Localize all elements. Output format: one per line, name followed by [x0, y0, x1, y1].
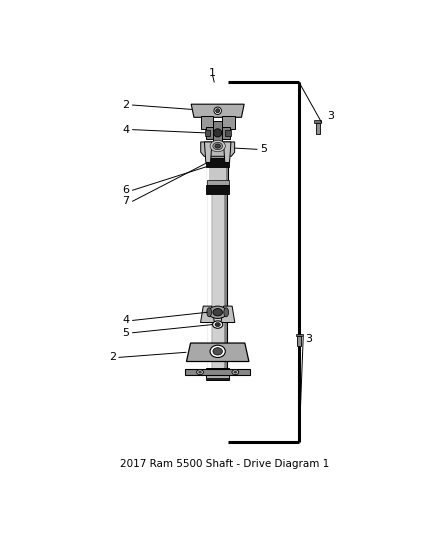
Ellipse shape: [207, 308, 212, 317]
Text: 1: 1: [209, 68, 216, 78]
Bar: [201, 117, 213, 129]
Text: 5: 5: [260, 144, 267, 155]
Bar: [207, 163, 209, 189]
Bar: [208, 189, 211, 374]
Ellipse shape: [213, 348, 223, 355]
Ellipse shape: [198, 371, 202, 374]
Bar: [206, 368, 230, 380]
Ellipse shape: [213, 309, 223, 316]
Bar: [297, 336, 301, 345]
Polygon shape: [201, 306, 215, 322]
Ellipse shape: [214, 129, 222, 137]
Polygon shape: [187, 343, 249, 361]
Text: 5: 5: [123, 328, 130, 338]
Bar: [226, 163, 229, 189]
Bar: [316, 123, 320, 134]
Text: 3: 3: [305, 334, 312, 344]
Ellipse shape: [215, 322, 220, 327]
Bar: [207, 163, 229, 189]
Ellipse shape: [197, 370, 203, 375]
Bar: [185, 369, 250, 375]
Polygon shape: [221, 306, 235, 322]
Bar: [205, 130, 210, 136]
Ellipse shape: [233, 371, 237, 374]
Ellipse shape: [214, 107, 222, 115]
Ellipse shape: [215, 144, 220, 148]
Text: 2: 2: [122, 100, 130, 110]
Text: 3: 3: [327, 111, 334, 122]
Ellipse shape: [212, 321, 223, 328]
Text: 2: 2: [109, 352, 116, 362]
Polygon shape: [201, 142, 235, 156]
Text: 4: 4: [122, 125, 130, 135]
Bar: [224, 189, 227, 374]
Bar: [206, 377, 230, 380]
Ellipse shape: [210, 345, 225, 358]
Polygon shape: [205, 142, 212, 163]
Ellipse shape: [210, 140, 225, 152]
Bar: [208, 189, 227, 374]
Bar: [314, 120, 321, 123]
Text: 4: 4: [122, 316, 130, 326]
Bar: [296, 334, 303, 336]
Bar: [207, 180, 229, 184]
Bar: [207, 153, 229, 158]
Ellipse shape: [208, 306, 227, 318]
Text: 6: 6: [123, 185, 130, 196]
Bar: [225, 130, 230, 136]
Ellipse shape: [213, 142, 223, 150]
Bar: [206, 184, 230, 193]
Ellipse shape: [224, 308, 229, 317]
Ellipse shape: [232, 370, 239, 375]
Bar: [206, 127, 230, 139]
Bar: [206, 158, 230, 167]
Polygon shape: [223, 142, 231, 163]
Bar: [223, 117, 235, 129]
Text: 7: 7: [122, 197, 130, 206]
Bar: [213, 122, 223, 144]
Polygon shape: [191, 104, 244, 117]
Ellipse shape: [215, 109, 220, 113]
Text: 2017 Ram 5500 Shaft - Drive Diagram 1: 2017 Ram 5500 Shaft - Drive Diagram 1: [120, 459, 329, 469]
